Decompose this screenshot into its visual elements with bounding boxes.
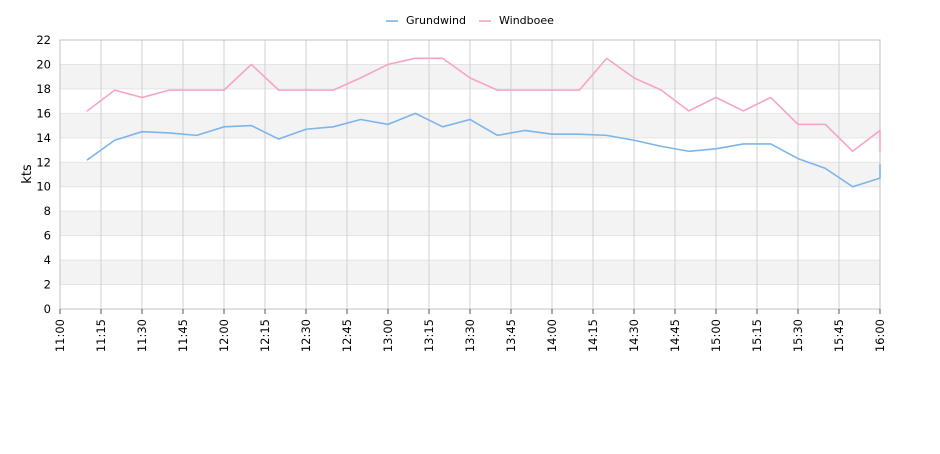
y-tick-label: 22 [36, 33, 51, 47]
x-tick-label: 13:45 [504, 319, 518, 352]
x-tick-label: 13:00 [381, 319, 395, 352]
series-line-windboee [86, 57, 881, 153]
legend-label: Grundwind [406, 14, 466, 27]
x-tick-label: 11:45 [176, 319, 190, 352]
grid-lines [59, 39, 881, 310]
series-line-grundwind [86, 112, 881, 188]
x-tick-label: 15:30 [791, 319, 805, 352]
legend-item-grundwind[interactable]: Grundwind [386, 14, 466, 27]
y-tick-label: 6 [44, 229, 51, 243]
y-tick-label: 8 [44, 204, 51, 218]
y-axis-label: kts [20, 164, 35, 184]
legend-label: Windboee [499, 14, 554, 27]
y-tick-label: 20 [36, 57, 51, 71]
x-tick-label: 14:00 [545, 319, 559, 352]
x-tick-label: 14:15 [586, 319, 600, 352]
x-tick-label: 15:15 [750, 319, 764, 352]
series-lines [86, 57, 881, 188]
x-tick-label: 16:00 [873, 319, 887, 352]
x-tick-label: 14:30 [627, 319, 641, 352]
y-axis-ticks: 0 2 4 6 8 10 12 14 16 18 20 22 [36, 33, 51, 316]
x-tick-label: 12:00 [217, 319, 231, 352]
x-tick-label: 12:45 [340, 319, 354, 352]
y-tick-label: 0 [44, 302, 51, 316]
x-tick-label: 13:30 [463, 319, 477, 352]
x-tick-label: 12:15 [258, 319, 272, 352]
x-tick-label: 14:45 [668, 319, 682, 352]
x-tick-label: 15:45 [832, 319, 846, 352]
x-tick-label: 15:00 [709, 319, 723, 352]
x-axis-ticks: 11:00 11:15 11:30 11:45 12:00 12:15 12:30 12:45… [53, 309, 887, 352]
y-tick-label: 16 [36, 106, 51, 120]
y-tick-label: 12 [36, 155, 51, 169]
x-tick-label: 11:30 [135, 319, 149, 352]
legend-item-windboee[interactable]: Windboee [479, 14, 554, 27]
x-tick-label: 11:00 [53, 319, 67, 352]
y-tick-label: 2 [44, 278, 51, 292]
y-tick-label: 14 [36, 131, 51, 145]
x-tick-label: 11:15 [94, 319, 108, 352]
y-tick-label: 4 [44, 253, 51, 267]
y-tick-label: 18 [36, 82, 51, 96]
x-tick-label: 12:30 [299, 319, 313, 352]
y-tick-label: 10 [36, 180, 51, 194]
x-tick-label: 13:15 [422, 319, 436, 352]
legend[interactable]: Grundwind Windboee [386, 14, 554, 27]
